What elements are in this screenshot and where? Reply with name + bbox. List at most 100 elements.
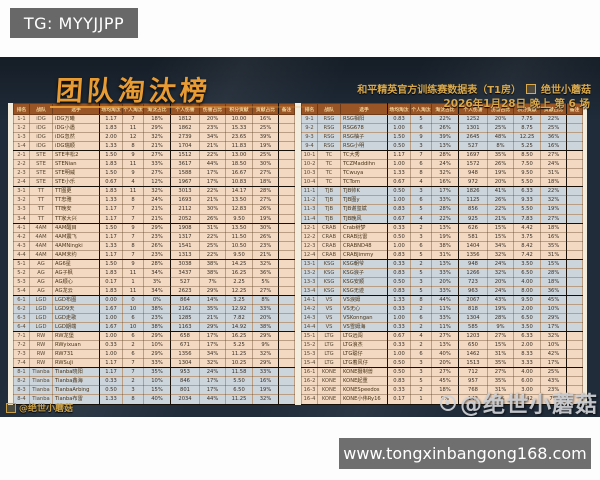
cell-player: AG6星 bbox=[52, 258, 100, 269]
cell-contrib: 5.25 bbox=[225, 340, 253, 351]
elimination-table-left: 排名 战队 选手 场均淘汰 个人淘汰 淘汰占比 个人伤害 伤害占比 积分贡献 贡献占比 备注 1-1 i… bbox=[13, 103, 295, 405]
cell-rank: 15-3 bbox=[301, 349, 318, 360]
cell-damage: 1313 bbox=[170, 249, 200, 260]
table-row: 11-4 TJB TJB晚风 0.67 4 22% 925 21% 7.83 27% bbox=[301, 213, 583, 224]
cell-note bbox=[566, 394, 583, 405]
cell-elims: 12 bbox=[122, 132, 144, 143]
table-row: 15-2 LTG LTG浪杰 0.33 2 13% 650 15% 2.00 10% bbox=[301, 340, 583, 351]
cell-note bbox=[566, 213, 583, 224]
cell-note bbox=[566, 222, 583, 233]
cell-elims: 9 bbox=[410, 132, 432, 143]
cell-team: LTG bbox=[317, 358, 341, 369]
cell-avg-elims: 1.00 bbox=[99, 313, 123, 324]
cell-player: TT家大兴 bbox=[52, 213, 100, 224]
cell-elims: 8 bbox=[122, 394, 144, 405]
cell-player: KSG无迹 bbox=[340, 285, 388, 296]
bottom-bar: www.tongxinbangong168.com bbox=[0, 417, 600, 480]
cell-rank: 7-3 bbox=[13, 349, 30, 360]
cell-damage: 1541 bbox=[170, 240, 200, 251]
cell-contrib-pct: 18% bbox=[540, 276, 567, 287]
table-row: 10-3 TC TCwuya 1.33 8 32% 948 19% 9.50 31% bbox=[301, 168, 583, 179]
cell-avg-elims: 0.67 bbox=[387, 177, 411, 188]
cell-team: LTG bbox=[317, 331, 341, 342]
cell-contrib: 9.50 bbox=[513, 294, 541, 305]
cell-damage: 864 bbox=[170, 294, 200, 305]
cell-elims: 4 bbox=[410, 177, 432, 188]
cell-contrib: 6.00 bbox=[513, 376, 541, 387]
cell-player: CRABND48 bbox=[340, 240, 388, 251]
cell-elims: 1 bbox=[410, 394, 432, 405]
cell-elim-pct: 17% bbox=[431, 186, 459, 197]
table-gutter bbox=[8, 103, 13, 405]
cell-player: VS雪姆海 bbox=[340, 322, 388, 333]
cell-elims: 6 bbox=[122, 331, 144, 342]
cell-team: iDG bbox=[29, 123, 53, 134]
cell-damage-pct: 15% bbox=[487, 222, 514, 233]
cell-damage: 1304 bbox=[170, 358, 200, 369]
cell-elims: 8 bbox=[122, 141, 144, 152]
cell-avg-elims: 0.83 bbox=[387, 204, 411, 215]
cell-damage: 2739 bbox=[170, 132, 200, 143]
cell-note bbox=[278, 213, 295, 224]
cell-avg-elims: 0.83 bbox=[387, 285, 411, 296]
cell-rank: 5-2 bbox=[13, 267, 30, 278]
table-row: 8-2 Tianba Tianba鑫海 0.33 2 10% 846 17% 5.50 16% bbox=[13, 376, 295, 387]
cell-avg-elims: 0.50 bbox=[387, 276, 411, 287]
cell-contrib: 10.00 bbox=[225, 113, 253, 125]
cell-contrib-pct: 15% bbox=[540, 258, 567, 269]
cell-elim-pct: 27% bbox=[431, 367, 459, 378]
cell-rank: 4-4 bbox=[13, 249, 30, 260]
cell-contrib: 14.25 bbox=[225, 258, 253, 269]
cell-contrib-pct: 38% bbox=[252, 322, 279, 333]
cell-damage: 1285 bbox=[170, 313, 200, 324]
table-row: 15-1 LTG LTG远闯 0.67 4 27% 1203 27% 6.33 32% bbox=[301, 331, 583, 342]
cell-damage-pct: 15% bbox=[487, 231, 514, 242]
cell-elims: 9 bbox=[122, 168, 144, 179]
cell-note bbox=[278, 177, 295, 188]
cell-player: iDG瑞顺 bbox=[52, 141, 100, 152]
cell-team: STE bbox=[29, 150, 53, 161]
cell-note bbox=[566, 267, 583, 278]
cell-elims: 11 bbox=[122, 159, 144, 170]
author-logo-icon bbox=[526, 83, 536, 94]
table-row: 4-4 4AM 4AM末约 1.17 7 23% 1313 22% 9.50 21% bbox=[13, 249, 295, 260]
cell-elim-pct: 18% bbox=[143, 113, 171, 125]
cell-avg-elims: 1.83 bbox=[99, 285, 123, 296]
cell-elims: 11 bbox=[122, 285, 144, 296]
cell-contrib: 8.42 bbox=[513, 240, 541, 251]
cell-avg-elims: 0.50 bbox=[387, 231, 411, 242]
cell-team: TJB bbox=[317, 204, 341, 215]
cell-elim-pct: 15% bbox=[143, 385, 171, 396]
cell-player: STENian bbox=[52, 159, 100, 170]
cell-elims: 2 bbox=[410, 222, 432, 233]
watermark-bottom-right: @绝世小蘑菇 bbox=[439, 387, 598, 417]
cell-damage: 2623 bbox=[170, 285, 200, 296]
table-row: 15-3 LTG LTG聪仔 1.00 6 40% 1462 31% 8.33 42% bbox=[301, 349, 583, 360]
cell-elim-pct: 40% bbox=[431, 349, 459, 360]
cell-contrib-pct: 32% bbox=[252, 394, 279, 405]
cell-elims: 9 bbox=[122, 258, 144, 269]
cell-team: LTG bbox=[317, 349, 341, 360]
cell-damage-pct: 20% bbox=[487, 276, 514, 287]
subtitle-text: 和平精英官方训练赛数据表（T1房） bbox=[357, 85, 521, 96]
cell-damage: 1572 bbox=[458, 159, 488, 170]
cell-player: RSG小明 bbox=[340, 141, 388, 152]
cell-contrib: 14.92 bbox=[225, 322, 253, 333]
cell-damage: 1356 bbox=[170, 349, 200, 360]
cell-damage: 957 bbox=[458, 376, 488, 387]
cell-damage: 1404 bbox=[458, 240, 488, 251]
cell-avg-elims: 0.83 bbox=[387, 249, 411, 260]
cell-avg-elims: 0.50 bbox=[387, 186, 411, 197]
cell-player: KONESpeedos bbox=[340, 385, 388, 396]
cell-elim-pct: 23% bbox=[143, 313, 171, 324]
cell-damage: 1704 bbox=[170, 141, 200, 152]
cell-rank: 10-2 bbox=[301, 159, 318, 170]
cell-elim-pct: 45% bbox=[431, 376, 459, 387]
cell-contrib-pct: 27% bbox=[540, 150, 567, 161]
cell-avg-elims: 1.00 bbox=[99, 331, 123, 342]
cell-avg-elims: 1.17 bbox=[387, 150, 411, 161]
cell-team: RW bbox=[29, 331, 53, 342]
cell-contrib: 12.92 bbox=[225, 303, 253, 315]
table-row: 1-1 iDG iDG万曦 1.17 7 18% 1812 20% 10.00 16% bbox=[13, 113, 295, 125]
cell-team: iDG bbox=[29, 113, 53, 125]
